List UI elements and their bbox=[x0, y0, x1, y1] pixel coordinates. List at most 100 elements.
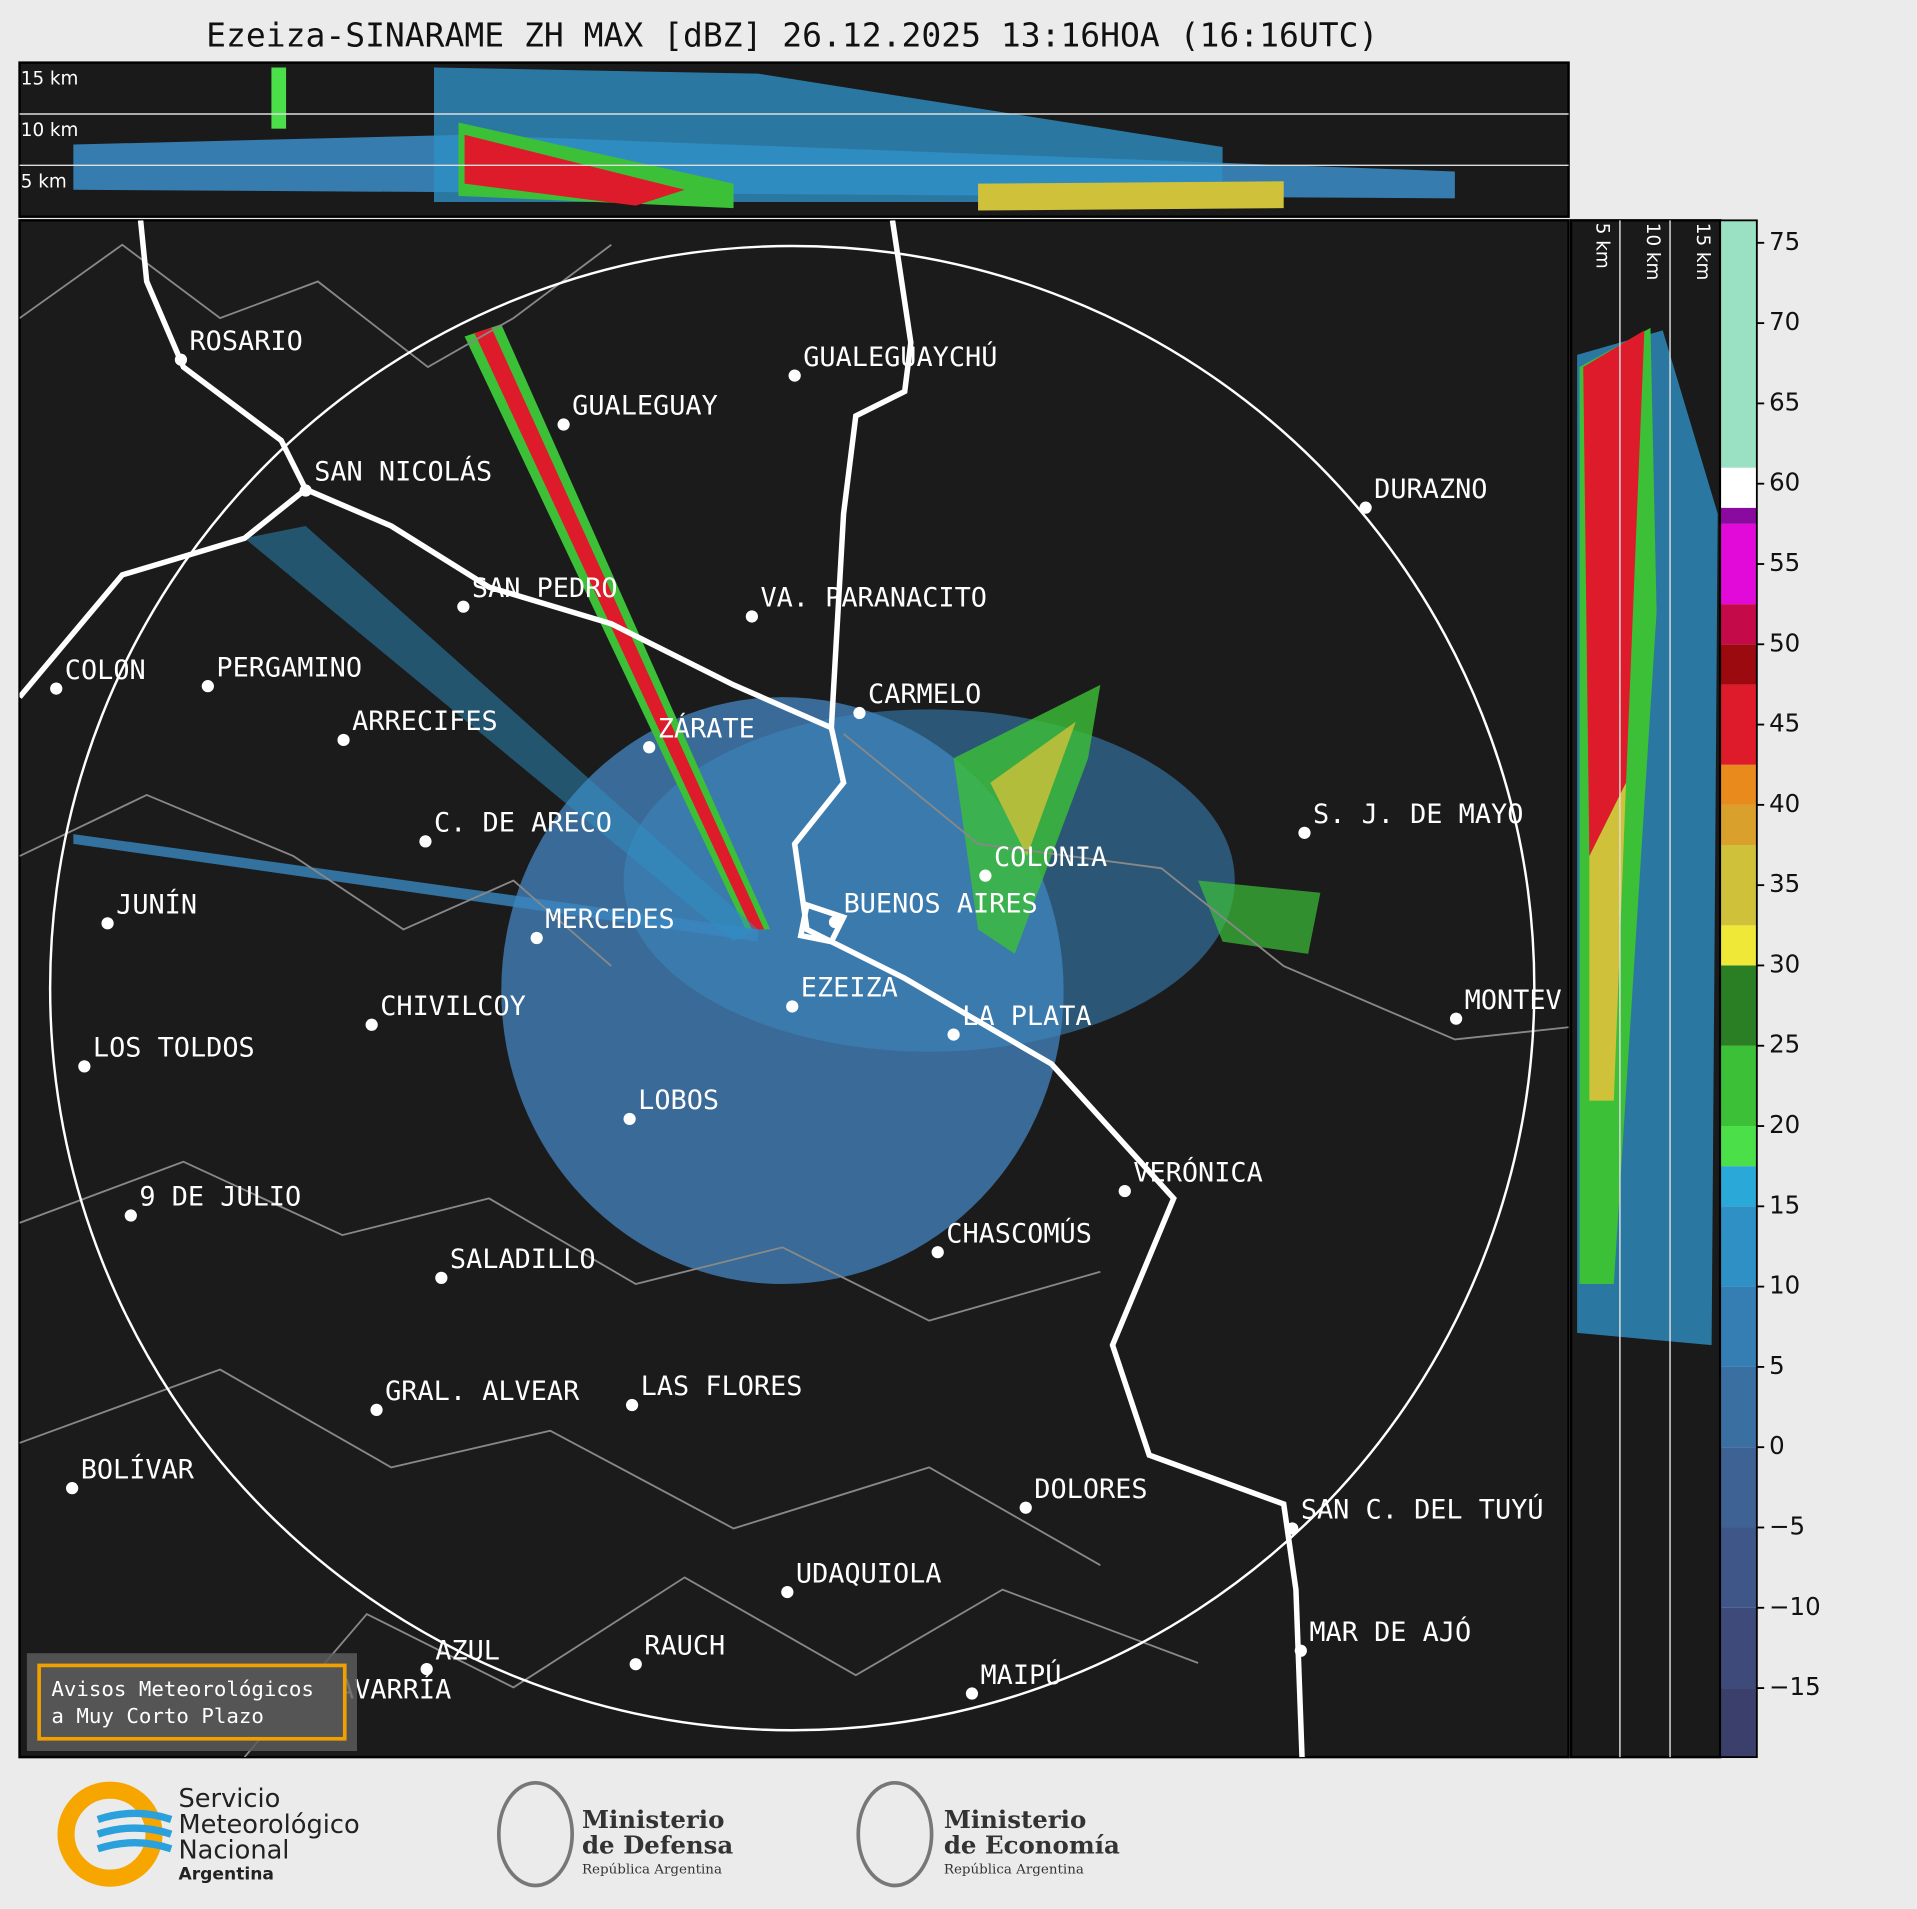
city-dot bbox=[174, 353, 188, 366]
city-dot bbox=[299, 484, 312, 497]
colorbar-tick-label: −10 bbox=[1769, 1592, 1821, 1621]
city-dot bbox=[931, 1246, 944, 1259]
city-label: SAN C. DEL TUYÚ bbox=[1301, 1494, 1544, 1526]
city-dot bbox=[979, 869, 992, 882]
colorbar-segment bbox=[1720, 604, 1757, 645]
colorbar-tick-label: −15 bbox=[1769, 1672, 1821, 1701]
logo-text: Ministerio bbox=[582, 1805, 724, 1834]
warning-text[interactable]: a Muy Corto Plazo bbox=[51, 1704, 264, 1728]
colorbar-segment bbox=[1720, 644, 1757, 685]
city-label: S. J. DE MAYO bbox=[1313, 799, 1523, 830]
colorbar-tick-label: 75 bbox=[1769, 227, 1800, 256]
city-dot bbox=[1118, 1184, 1131, 1198]
city-dot bbox=[201, 680, 214, 693]
city-label: COLONIA bbox=[994, 842, 1107, 873]
city-dot bbox=[101, 917, 114, 930]
logo-text: República Argentina bbox=[582, 1862, 722, 1877]
logo-text: de Economía bbox=[944, 1831, 1120, 1860]
colorbar-tick-label: −5 bbox=[1769, 1511, 1805, 1540]
colorbar-tick-label: 70 bbox=[1769, 307, 1800, 336]
city-label: GUALEGUAYCHÚ bbox=[803, 341, 997, 373]
city-label: VA. PARANACITO bbox=[760, 583, 987, 614]
colorbar-segment bbox=[1720, 1045, 1757, 1127]
city-label: BUENOS AIRES bbox=[844, 888, 1038, 919]
logo-text: Ministerio bbox=[944, 1805, 1086, 1834]
city-label: GRAL. ALVEAR bbox=[385, 1376, 580, 1407]
colorbar-tick-label: 10 bbox=[1769, 1271, 1800, 1300]
colorbar-tick-label: 25 bbox=[1769, 1030, 1800, 1059]
city-label: COLON bbox=[65, 655, 146, 686]
city-dot bbox=[629, 1658, 642, 1671]
city-dot bbox=[1298, 826, 1311, 839]
colorbar-segment bbox=[1720, 684, 1757, 765]
logo-text: de Defensa bbox=[582, 1831, 733, 1860]
colorbar-segment bbox=[1720, 467, 1757, 508]
city-dot bbox=[419, 835, 432, 848]
logo-text: Meteorológico bbox=[178, 1810, 359, 1840]
colorbar-tick-label: 20 bbox=[1769, 1110, 1800, 1139]
city-label: 9 DE JULIO bbox=[139, 1182, 301, 1213]
warning-box[interactable] bbox=[37, 1663, 347, 1741]
city-dot bbox=[1286, 1522, 1299, 1535]
colorbar-segment bbox=[1720, 1286, 1757, 1367]
height-label: 10 km bbox=[1642, 223, 1663, 281]
city-label: RAUCH bbox=[644, 1630, 725, 1661]
city-dot bbox=[1359, 501, 1372, 514]
smn-logo: Servicio Meteorológico Nacional Argentin… bbox=[57, 1781, 360, 1887]
colorbar-tick-label: 30 bbox=[1769, 949, 1800, 978]
city-dot bbox=[420, 1662, 433, 1676]
colorbar-tick-label: 45 bbox=[1769, 709, 1800, 738]
city-label: VERÓNICA bbox=[1133, 1156, 1262, 1188]
city-label: CHASCOMÚS bbox=[946, 1217, 1092, 1249]
colorbar-tick-label: 5 bbox=[1769, 1351, 1785, 1380]
city-label: ROSARIO bbox=[189, 326, 302, 357]
city-dot bbox=[337, 733, 350, 747]
logo-text: Servicio bbox=[178, 1784, 280, 1814]
city-label: EZEIZA bbox=[801, 973, 898, 1004]
city-dot bbox=[643, 741, 656, 754]
height-label: 5 km bbox=[21, 171, 67, 192]
city-label: LAS FLORES bbox=[641, 1371, 803, 1402]
colorbar-segment bbox=[1720, 1366, 1757, 1448]
colorbar-segment bbox=[1720, 965, 1757, 1046]
city-label: C. DE ARECO bbox=[434, 808, 612, 839]
height-label: 10 km bbox=[21, 120, 79, 141]
city-label: MAIPÚ bbox=[981, 1659, 1062, 1691]
colorbar-tick-label: 50 bbox=[1769, 628, 1800, 657]
colorbar-tick-label: 65 bbox=[1769, 387, 1800, 416]
defensa-logo: Ministerio de Defensa República Argentin… bbox=[496, 1780, 733, 1888]
city-label: SALADILLO bbox=[450, 1244, 596, 1275]
colorbar-tick-label: 35 bbox=[1769, 869, 1800, 898]
economia-logo: Ministerio de Economía República Argenti… bbox=[856, 1780, 1120, 1888]
colorbar-segment bbox=[1720, 220, 1757, 468]
city-label: ZÁRATE bbox=[658, 712, 755, 744]
colorbar-segment bbox=[1720, 523, 1757, 605]
city-dot bbox=[745, 610, 758, 623]
warning-text[interactable]: Avisos Meteorológicos bbox=[51, 1677, 314, 1701]
city-label: CARMELO bbox=[868, 679, 981, 710]
city-label: CHIVILCOY bbox=[380, 991, 526, 1022]
colorbar-segment bbox=[1720, 925, 1757, 966]
city-dot bbox=[828, 915, 842, 929]
city-dot bbox=[781, 1585, 794, 1599]
colorbar-segment bbox=[1720, 845, 1757, 926]
colorbar-segment bbox=[1720, 1607, 1757, 1689]
city-label: MERCEDES bbox=[545, 904, 674, 935]
city-label: DURAZNO bbox=[1374, 474, 1487, 505]
city-dot bbox=[370, 1403, 383, 1417]
city-dot bbox=[530, 931, 543, 945]
city-dot bbox=[1294, 1644, 1307, 1657]
city-label: UDAQUIOLA bbox=[796, 1558, 942, 1589]
city-dot bbox=[788, 369, 801, 382]
range-ring bbox=[48, 244, 1536, 1732]
city-dot bbox=[623, 1112, 636, 1126]
city-dot bbox=[1019, 1501, 1032, 1514]
city-dot bbox=[435, 1271, 448, 1284]
logo-text: Argentina bbox=[178, 1864, 273, 1884]
city-dot bbox=[557, 418, 570, 431]
colorbar-segment bbox=[1720, 804, 1757, 846]
city-label: MONTEV bbox=[1465, 985, 1562, 1016]
city-label: PERGAMINO bbox=[216, 652, 362, 683]
